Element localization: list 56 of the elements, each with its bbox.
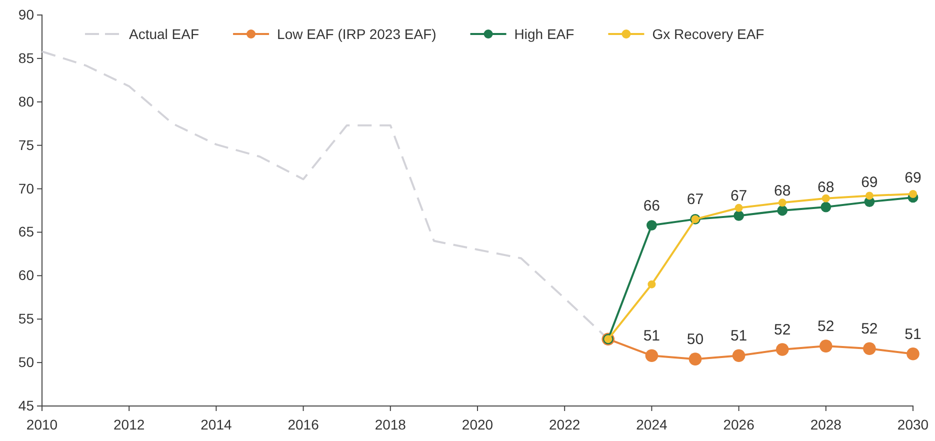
y-tick-label: 80 [18,93,34,110]
x-tick-label: 2028 [810,416,842,432]
y-tick-label: 75 [18,136,34,153]
y-tick-label: 45 [18,397,34,414]
legend-label: Low EAF (IRP 2023 EAF) [277,26,436,42]
x-tick-label: 2022 [549,416,580,432]
data-label: 52 [861,320,878,338]
point [778,198,786,207]
point [863,342,876,356]
point [820,340,832,352]
point [646,220,657,230]
point [906,347,920,360]
point [648,280,656,288]
point [865,192,874,200]
point [734,210,744,221]
data-label: 50 [686,331,704,348]
point [777,205,788,216]
data-label: 51 [643,328,660,345]
point [734,204,743,212]
data-label: 68 [818,179,834,196]
y-tick-label: 50 [18,354,34,370]
point [909,190,917,198]
data-label: 52 [774,322,791,339]
point [645,349,658,362]
x-tick-label: 2012 [114,416,145,432]
x-tick-label: 2010 [26,416,58,432]
point [776,343,789,356]
legend-label: Gx Recovery EAF [652,26,764,42]
data-label: 69 [861,174,878,191]
x-tick-label: 2030 [897,416,929,432]
legend-label: High EAF [514,26,574,42]
data-label: 67 [730,188,748,205]
data-label: 69 [904,169,922,186]
y-tick-label: 70 [18,180,34,196]
legend-label: Actual EAF [129,26,200,42]
y-tick-label: 60 [18,267,34,284]
x-tick-label: 2016 [288,416,320,432]
x-tick-label: 2018 [374,416,406,432]
x-tick-label: 2024 [636,416,668,432]
y-tick-label: 55 [18,310,34,327]
data-label: 51 [730,328,748,345]
data-label: 66 [643,197,660,214]
point [822,194,830,202]
point [688,352,702,366]
x-tick-label: 2020 [462,416,494,432]
point [732,349,746,362]
x-tick-label: 2014 [200,416,232,432]
y-tick-label: 85 [18,50,34,66]
data-label: 67 [686,191,704,208]
x-tick-label: 2026 [723,416,755,432]
y-tick-label: 90 [18,6,34,22]
data-label: 68 [774,182,791,200]
point [820,202,832,212]
data-label: 51 [904,326,922,343]
y-tick-label: 65 [18,224,34,240]
data-label: 52 [818,318,834,336]
